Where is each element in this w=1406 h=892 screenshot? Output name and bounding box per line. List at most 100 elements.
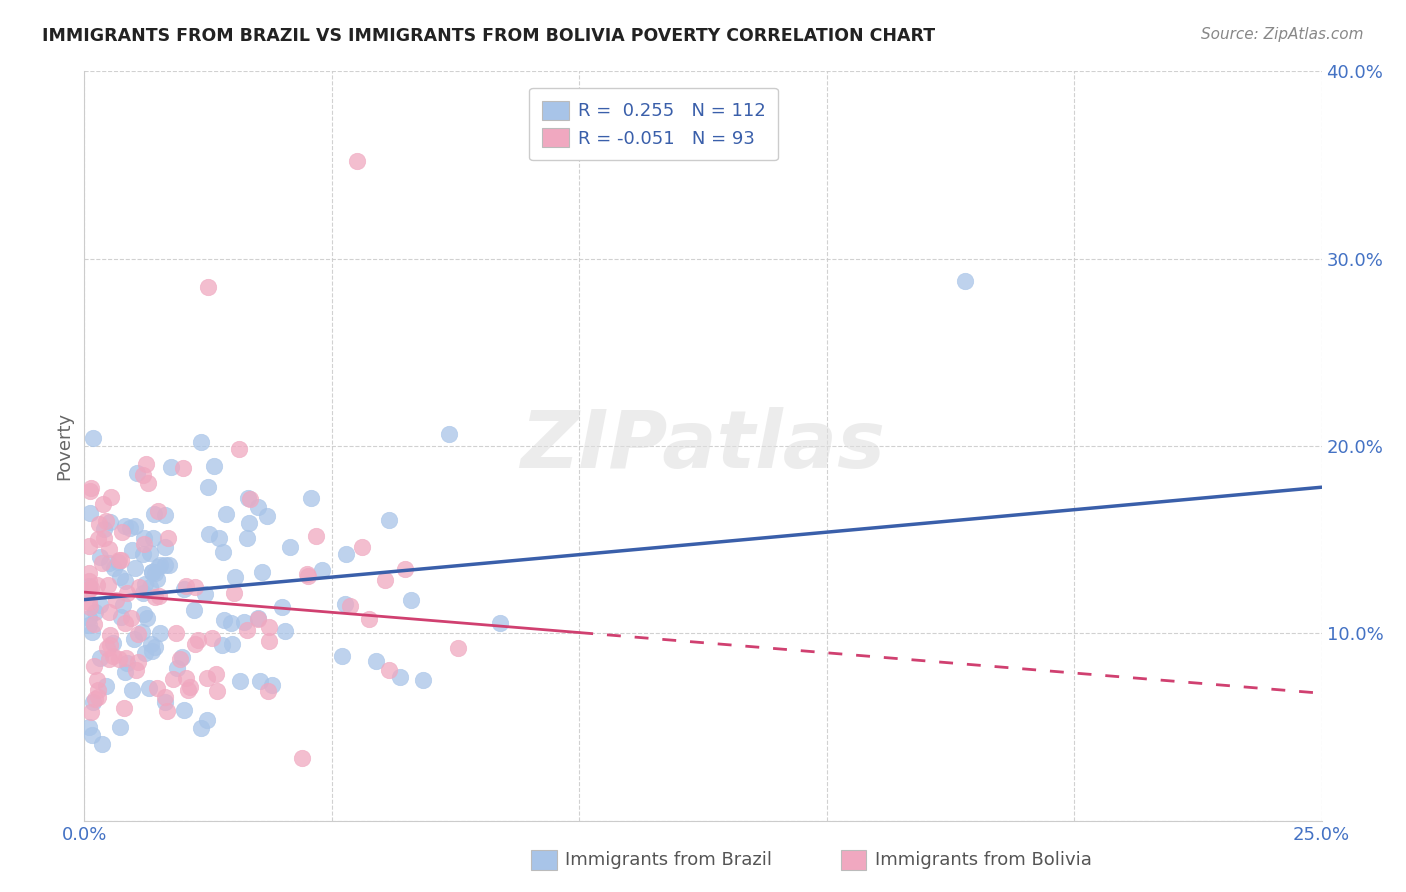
Point xyxy=(136,611,159,625)
Point xyxy=(157,532,180,546)
Point xyxy=(93,523,115,537)
Point xyxy=(201,631,224,645)
Point xyxy=(278,540,301,554)
Point xyxy=(228,442,250,456)
Point xyxy=(108,652,131,666)
Text: ZIPatlas: ZIPatlas xyxy=(520,407,886,485)
Point xyxy=(184,637,207,651)
Point xyxy=(169,652,191,666)
Point xyxy=(124,664,146,678)
Point xyxy=(197,480,219,494)
Point xyxy=(143,507,166,521)
Point xyxy=(96,514,118,528)
Point xyxy=(125,466,148,480)
Point xyxy=(207,684,229,698)
Point xyxy=(149,558,172,572)
Point xyxy=(335,597,357,611)
Point xyxy=(153,695,176,709)
Point xyxy=(187,633,209,648)
Point xyxy=(90,737,112,751)
Point xyxy=(112,701,135,715)
Point xyxy=(110,553,132,567)
Point xyxy=(142,531,165,545)
Point xyxy=(221,637,243,651)
Point xyxy=(79,574,101,588)
Point xyxy=(80,481,103,495)
Point xyxy=(146,572,169,586)
Point xyxy=(176,682,198,697)
Point xyxy=(141,644,163,658)
Point xyxy=(82,728,104,742)
Point xyxy=(156,704,179,718)
Point xyxy=(257,633,280,648)
Point xyxy=(131,625,153,640)
Point xyxy=(141,565,163,579)
Point xyxy=(103,649,125,664)
Point xyxy=(250,566,273,580)
Point xyxy=(98,639,121,653)
Point xyxy=(195,714,218,728)
Point xyxy=(155,508,177,522)
Point xyxy=(134,607,156,621)
Point xyxy=(224,569,246,583)
Text: Immigrants from Brazil: Immigrants from Brazil xyxy=(565,851,772,869)
Point xyxy=(190,721,212,735)
Point xyxy=(87,532,110,546)
Point xyxy=(134,576,156,591)
Text: Source: ZipAtlas.com: Source: ZipAtlas.com xyxy=(1201,27,1364,42)
Point xyxy=(246,500,269,514)
Point xyxy=(208,531,231,545)
Point xyxy=(143,590,166,604)
Point xyxy=(297,568,319,582)
Point xyxy=(378,663,401,677)
Point xyxy=(174,671,197,685)
Point xyxy=(194,587,217,601)
Point xyxy=(955,274,977,288)
Point xyxy=(162,672,184,686)
Point xyxy=(94,679,117,693)
Point xyxy=(173,582,195,596)
Y-axis label: Poverty: Poverty xyxy=(55,412,73,480)
Point xyxy=(134,646,156,660)
Point xyxy=(299,491,322,505)
Point xyxy=(114,519,136,533)
Point xyxy=(143,566,166,580)
Point xyxy=(211,638,233,652)
Point xyxy=(132,586,155,600)
Point xyxy=(148,589,170,603)
Point xyxy=(389,671,412,685)
Point xyxy=(97,605,120,619)
Point xyxy=(412,673,434,687)
Point xyxy=(79,566,101,581)
Text: Immigrants from Bolivia: Immigrants from Bolivia xyxy=(875,851,1091,869)
Point xyxy=(83,617,105,632)
Point xyxy=(291,751,314,765)
Point xyxy=(271,600,294,615)
Point xyxy=(190,435,212,450)
Point xyxy=(153,540,176,554)
Point xyxy=(79,582,101,597)
Point xyxy=(93,532,115,546)
Point xyxy=(112,599,135,613)
Point xyxy=(107,553,129,567)
Point xyxy=(374,573,396,587)
Point xyxy=(121,543,143,558)
Point xyxy=(107,555,129,569)
Point xyxy=(114,665,136,680)
Point xyxy=(139,546,162,560)
Point xyxy=(311,563,333,577)
Point xyxy=(131,467,153,482)
Point xyxy=(127,655,149,669)
Point xyxy=(172,460,194,475)
Point xyxy=(236,623,259,637)
Point xyxy=(120,520,142,534)
Point xyxy=(394,562,416,576)
Point xyxy=(87,690,110,704)
Point xyxy=(89,651,111,665)
Point xyxy=(115,650,138,665)
Point xyxy=(274,624,297,638)
Point xyxy=(246,612,269,626)
Point xyxy=(132,548,155,562)
Point xyxy=(295,566,318,581)
Point xyxy=(101,636,124,650)
